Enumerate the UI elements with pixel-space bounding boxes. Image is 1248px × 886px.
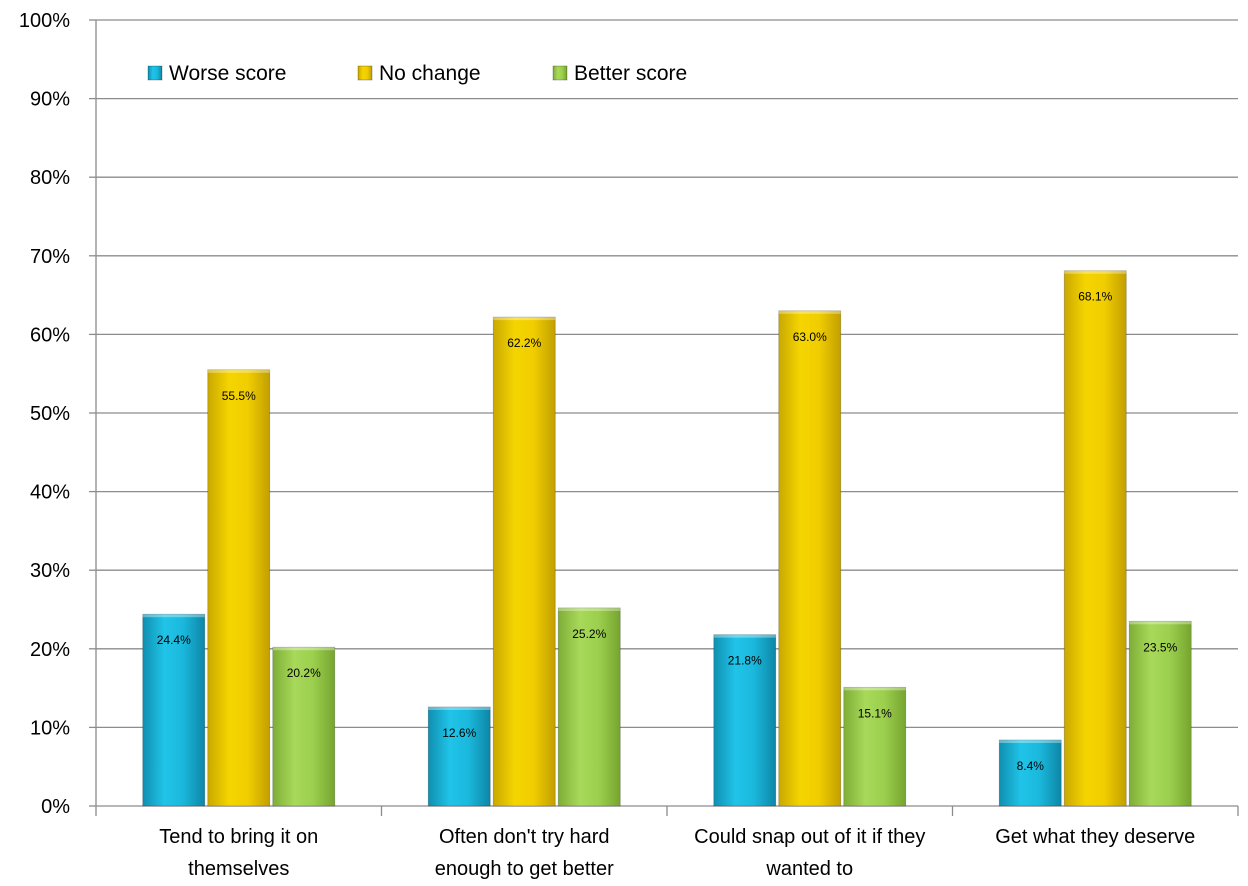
legend-label: Better score [574, 62, 687, 85]
data-label: 8.4% [1017, 759, 1045, 773]
data-label: 63.0% [793, 330, 827, 344]
bar-highlight [142, 614, 205, 618]
bar-no-change [1063, 270, 1127, 807]
bar-highlight [999, 739, 1062, 743]
data-label: 21.8% [728, 654, 762, 668]
x-category-label: Get what they deserve [995, 826, 1195, 848]
y-tick-label: 100% [19, 10, 70, 32]
y-tick-label: 40% [30, 482, 70, 504]
bar-worse-score [713, 634, 777, 807]
y-tick-label: 10% [30, 717, 70, 739]
data-label: 24.4% [157, 633, 191, 647]
legend-swatch [147, 65, 163, 81]
data-label: 55.5% [222, 389, 256, 403]
bars [142, 270, 1192, 807]
x-category-label: Tend to bring it on [159, 826, 318, 848]
bar-highlight [272, 647, 335, 651]
data-label: 68.1% [1078, 290, 1112, 304]
data-label: 62.2% [507, 336, 541, 350]
bar-no-change [207, 369, 271, 807]
bar-highlight [1064, 270, 1127, 274]
bar-worse-score [427, 706, 491, 807]
bar-worse-score [998, 739, 1062, 807]
y-tick-label: 20% [30, 639, 70, 661]
data-label: 15.1% [858, 706, 892, 720]
bar-highlight [207, 369, 270, 373]
data-label: 20.2% [287, 666, 321, 680]
x-category-label: Often don't try hard [439, 826, 610, 848]
x-category-label: Could snap out of it if they [694, 826, 925, 848]
bar-better-score [557, 607, 621, 807]
bar-highlight [558, 607, 621, 611]
axes: 0% 10% 20% 30% 40% 50% 60% 70% 80% 90% 100% Tend to… [19, 10, 1239, 880]
bar-highlight [778, 310, 841, 314]
data-label: 23.5% [1143, 640, 1177, 654]
y-tick-label: 0% [41, 796, 70, 818]
bar-worse-score [142, 613, 206, 807]
bar-better-score [1128, 620, 1192, 807]
legend-label: No change [379, 62, 481, 85]
legend-label: Worse score [169, 62, 286, 85]
y-tick-label: 50% [30, 403, 70, 425]
bar-highlight [843, 687, 906, 691]
x-category-label: enough to get better [435, 858, 614, 880]
y-tick-label: 30% [30, 560, 70, 582]
y-tick-label: 90% [30, 89, 70, 111]
x-category-label: wanted to [765, 858, 853, 880]
y-tick-label: 60% [30, 324, 70, 346]
legend-swatch [357, 65, 373, 81]
legend-swatch [552, 65, 568, 81]
data-label: 12.6% [442, 726, 476, 740]
bar-better-score [843, 686, 907, 807]
legend: Worse score No change Better score [147, 62, 687, 85]
x-category-label: themselves [188, 858, 289, 880]
bar-better-score [272, 646, 336, 807]
data-labels: 24.4% 12.6% 21.8% 8.4% 55.5% 62.2% 63.0% 68.1% 2… [157, 290, 1178, 773]
bar-no-change [778, 310, 842, 807]
bar-no-change [492, 316, 556, 807]
bar-highlight [1129, 621, 1192, 625]
y-tick-label: 80% [30, 167, 70, 189]
bar-highlight [493, 317, 556, 321]
bar-highlight [713, 634, 776, 638]
y-tick-label: 70% [30, 246, 70, 268]
data-label: 25.2% [572, 627, 606, 641]
bar-highlight [428, 706, 491, 710]
